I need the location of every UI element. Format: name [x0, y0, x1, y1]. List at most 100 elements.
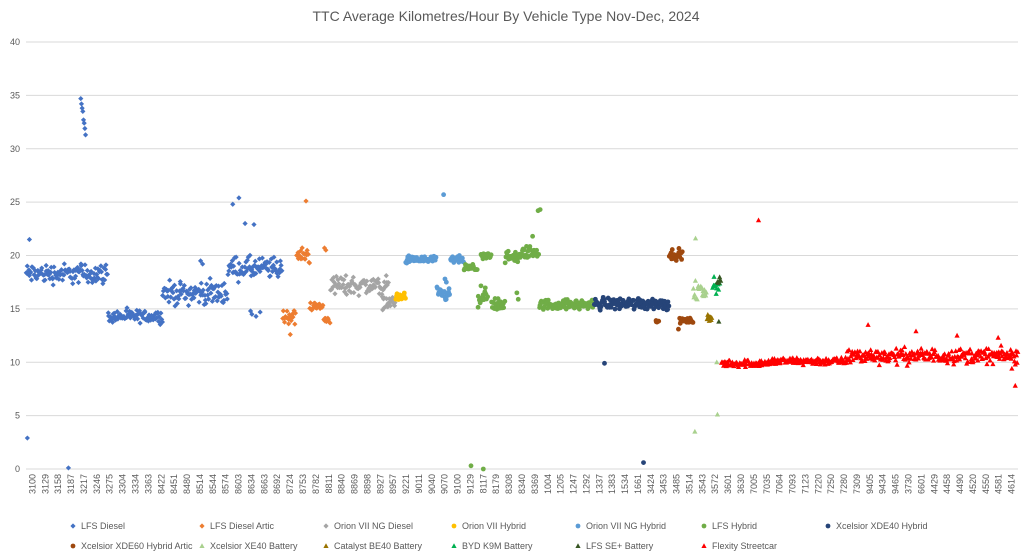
data-point [284, 308, 290, 314]
x-tick-label: 8898 [362, 474, 372, 494]
data-point [24, 263, 30, 269]
data-point [183, 295, 189, 301]
y-tick-label: 40 [10, 37, 20, 47]
y-tick-label: 35 [10, 90, 20, 100]
data-point [208, 290, 214, 296]
data-point [302, 256, 308, 262]
data-point [102, 266, 109, 272]
data-point [207, 275, 213, 281]
data-point [958, 346, 964, 352]
legend-label: Flexity Streetcar [712, 541, 777, 551]
data-point [382, 283, 389, 289]
data-point [866, 350, 872, 355]
data-point [177, 281, 184, 287]
data-point [944, 360, 951, 366]
data-point [290, 314, 296, 320]
x-tick-label: 1337 [594, 474, 604, 494]
data-point [692, 277, 699, 283]
x-tick-label: 7123 [800, 474, 810, 494]
data-point [502, 298, 508, 304]
data-point [28, 277, 35, 283]
data-point [253, 270, 259, 277]
data-point [967, 346, 973, 352]
data-point [694, 296, 700, 302]
data-point [536, 251, 542, 257]
data-point [868, 347, 874, 353]
data-point [718, 277, 724, 283]
data-point [115, 316, 121, 322]
data-point [46, 271, 52, 277]
data-point [294, 252, 300, 258]
data-point [459, 255, 465, 261]
x-tick-label: 1004 [543, 474, 553, 494]
data-point [375, 276, 381, 282]
data-point [983, 355, 989, 361]
outlier-point [82, 125, 88, 132]
data-point [381, 295, 388, 301]
legend-marker [323, 543, 329, 548]
x-tick-label: 4490 [955, 474, 965, 494]
data-point [899, 347, 905, 353]
outlier-point [515, 296, 521, 302]
x-tick-label: 1292 [581, 474, 591, 494]
data-point [202, 297, 208, 303]
outlier-point [641, 460, 646, 465]
data-point [171, 282, 178, 288]
data-point [64, 269, 71, 276]
x-tick-label: 9011 [414, 474, 424, 493]
data-point [1014, 359, 1020, 365]
outlier-point [468, 463, 474, 469]
data-point [347, 283, 353, 289]
data-point [259, 255, 265, 261]
data-point [39, 265, 45, 271]
data-point [304, 247, 310, 253]
data-point [327, 320, 333, 326]
data-point [669, 247, 675, 252]
data-point [248, 273, 254, 279]
data-point [482, 285, 488, 291]
data-point [292, 310, 299, 316]
data-point [103, 262, 109, 268]
data-point [142, 308, 148, 314]
data-point [703, 289, 709, 295]
x-tick-label: 7220 [813, 474, 823, 494]
data-point [699, 285, 705, 290]
data-point [48, 269, 54, 275]
x-tick-label: 8957 [388, 474, 398, 494]
x-tick-label: 9465 [891, 474, 901, 494]
data-point [90, 276, 96, 282]
data-point [857, 348, 863, 354]
x-tick-label: 7250 [826, 474, 836, 494]
data-point [306, 260, 313, 266]
data-point [233, 254, 239, 260]
outlier-point [676, 326, 681, 332]
data-point [338, 285, 345, 291]
data-point [930, 357, 937, 363]
x-tick-label: 8369 [530, 474, 540, 494]
data-point [949, 348, 955, 354]
data-point [214, 298, 220, 304]
data-point [403, 295, 408, 301]
data-point [545, 297, 551, 303]
data-point [211, 295, 217, 301]
x-tick-label: 4520 [968, 474, 978, 494]
data-point [278, 262, 284, 268]
x-tick-label: 8753 [298, 474, 308, 494]
data-point [1008, 347, 1014, 352]
data-point [50, 276, 56, 282]
data-point [717, 274, 723, 280]
data-point [155, 309, 161, 315]
outlier-point [530, 233, 536, 239]
data-point [527, 247, 533, 253]
outlier-point [251, 221, 257, 228]
data-point [55, 269, 61, 275]
data-point [392, 300, 398, 306]
data-point [52, 269, 58, 276]
data-point [209, 298, 215, 304]
x-tick-label: 3424 [646, 474, 656, 494]
data-point [478, 283, 484, 289]
x-tick-label: 3275 [105, 474, 115, 494]
series-group [704, 312, 715, 323]
data-point [34, 276, 40, 282]
